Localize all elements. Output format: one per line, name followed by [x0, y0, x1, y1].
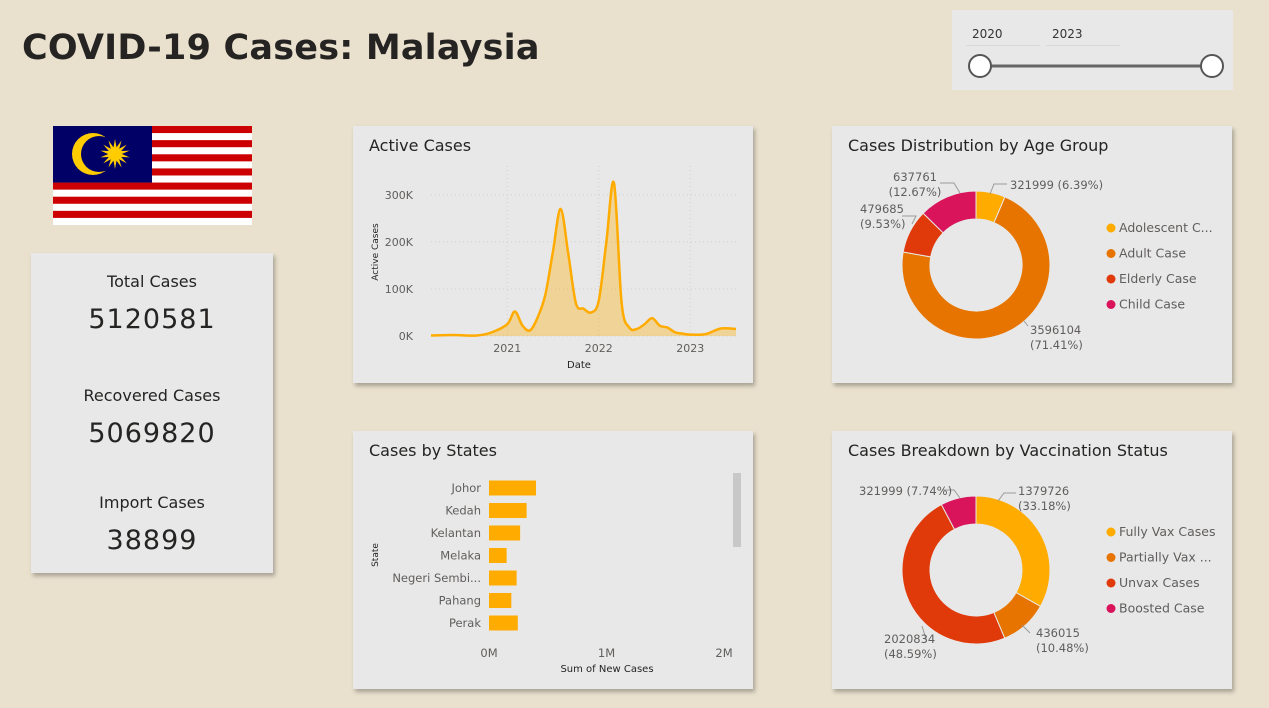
donut-data-label: 321999 (6.39%) — [1010, 178, 1103, 192]
legend-marker — [1106, 553, 1116, 562]
y-tick-label: 100K — [385, 283, 414, 296]
total-cases-value: 5120581 — [88, 304, 216, 335]
y-axis-label: Active Cases — [371, 223, 381, 281]
state-bar — [489, 593, 512, 608]
state-label: Melaka — [440, 549, 481, 563]
state-label: Johor — [451, 481, 482, 495]
legend-marker — [1106, 223, 1116, 233]
start-year-input[interactable]: 2020 — [966, 24, 1040, 46]
donut-data-label-value: 479685 — [860, 202, 904, 216]
legend-marker — [1106, 300, 1116, 309]
legend-marker — [1106, 527, 1116, 537]
state-label: Negeri Sembi... — [392, 571, 481, 585]
active-cases-line — [430, 180, 737, 337]
year-range-slicer[interactable]: 2020 2023 — [952, 10, 1233, 90]
state-label: Perak — [449, 616, 481, 630]
state-bar — [489, 503, 527, 518]
x-tick-label: 2021 — [493, 342, 521, 355]
x-tick-label: 2M — [715, 646, 732, 660]
donut-slice — [940, 495, 977, 531]
page-title: COVID-19 Cases: Malaysia — [22, 28, 540, 68]
active-cases-panel[interactable]: Active Cases 0K 100K 200K 300K 2021 2022 2023 D… — [353, 126, 753, 383]
states-title: Cases by States — [369, 441, 497, 460]
donut-leader-line — [940, 182, 961, 194]
donut-data-label-pct: (12.67%) — [889, 185, 942, 199]
y-axis-label: State — [371, 543, 381, 567]
legend-label: Partially Vax ... — [1119, 550, 1212, 565]
x-tick-label: 2023 — [676, 342, 704, 355]
states-bar-chart[interactable]: Johor Kedah Kelantan Melaka Negeri Sembi... P… — [353, 431, 753, 689]
x-tick-label: 1M — [598, 646, 615, 660]
slider-start-handle[interactable] — [968, 54, 992, 78]
legend-label: Unvax Cases — [1119, 575, 1200, 590]
x-axis-label: Sum of New Cases — [560, 664, 653, 675]
x-axis-label: Date — [567, 360, 591, 371]
age-group-title: Cases Distribution by Age Group — [848, 136, 1109, 155]
donut-data-label-value: 436015 — [1036, 626, 1080, 640]
import-cases-label: Import Cases — [99, 493, 205, 512]
vaccination-donut-chart[interactable]: 1379726(33.18%) Fully Vax Cases 436015(10.… — [832, 431, 1232, 689]
legend-marker — [1106, 578, 1116, 588]
donut-leader-line — [902, 215, 917, 225]
donut-leader-line — [921, 625, 927, 640]
age-group-donut-chart[interactable]: 321999 (6.39%) Adolescent C... 3596104(71.… — [832, 126, 1232, 383]
donut-slice — [901, 503, 1006, 645]
age-group-panel[interactable]: Cases Distribution by Age Group 321999 (… — [832, 126, 1232, 383]
states-panel[interactable]: Cases by States Johor Kedah Kelantan Melaka… — [353, 431, 753, 689]
state-label: Pahang — [439, 594, 481, 608]
legend-label: Elderly Case — [1119, 271, 1197, 286]
slider-end-handle[interactable] — [1200, 54, 1224, 78]
malaysia-flag-icon — [53, 126, 252, 225]
donut-leader-line — [1021, 624, 1031, 634]
donut-leader-line — [1023, 320, 1029, 327]
kpi-card: Total Cases 5120581 Recovered Cases 5069… — [31, 253, 273, 573]
vaccination-panel[interactable]: Cases Breakdown by Vaccination Status 13… — [832, 431, 1232, 689]
state-bar — [489, 480, 536, 496]
state-bar — [489, 548, 507, 563]
donut-data-label-pct: (48.59%) — [884, 647, 937, 661]
legend-label: Child Case — [1119, 297, 1185, 312]
state-bar — [489, 570, 517, 586]
legend-label: Adolescent C... — [1119, 220, 1213, 235]
donut-data-label-value: 1379726 — [1018, 484, 1069, 498]
donut-data-label-value: 637761 — [893, 170, 937, 184]
donut-leader-line — [997, 492, 1016, 502]
donut-leader-line — [989, 183, 1007, 195]
x-tick-label: 0M — [480, 646, 497, 660]
end-year-input[interactable]: 2023 — [1046, 24, 1120, 46]
import-cases-value: 38899 — [106, 525, 198, 556]
donut-slice — [975, 495, 1051, 608]
state-label: Kelantan — [431, 526, 481, 540]
donut-leader-line — [942, 489, 961, 499]
scrollbar-thumb[interactable] — [733, 473, 741, 547]
active-cases-title: Active Cases — [369, 136, 472, 155]
recovered-cases-label: Recovered Cases — [83, 386, 221, 405]
y-tick-label: 200K — [385, 236, 414, 249]
state-bar — [489, 615, 518, 631]
recovered-cases-value: 5069820 — [88, 418, 216, 449]
donut-data-label: 321999 (7.74%) — [859, 484, 952, 498]
donut-data-label-pct: (33.18%) — [1018, 499, 1071, 513]
donut-data-label-pct: (10.48%) — [1036, 641, 1089, 655]
total-cases-label: Total Cases — [107, 272, 197, 291]
state-bar — [489, 525, 521, 541]
x-tick-label: 2022 — [585, 342, 613, 355]
donut-data-label-pct: (71.41%) — [1030, 338, 1083, 352]
donut-data-label-value: 2020834 — [884, 632, 935, 646]
legend-marker — [1106, 274, 1116, 284]
y-tick-label: 300K — [385, 189, 414, 202]
donut-data-label-value: 3596104 — [1030, 323, 1081, 337]
state-label: Kedah — [445, 504, 481, 518]
legend-marker — [1106, 604, 1116, 613]
donut-slice — [922, 190, 977, 234]
legend-marker — [1106, 249, 1116, 258]
legend-label: Adult Case — [1119, 246, 1186, 261]
y-tick-label: 0K — [399, 330, 414, 343]
active-cases-chart[interactable]: 0K 100K 200K 300K 2021 2022 2023 Date Active Cas… — [353, 126, 753, 383]
donut-data-label-pct: (9.53%) — [860, 217, 906, 231]
vaccination-title: Cases Breakdown by Vaccination Status — [848, 441, 1168, 460]
donut-slice — [901, 196, 1051, 340]
legend-label: Boosted Case — [1119, 601, 1205, 616]
legend-label: Fully Vax Cases — [1119, 524, 1215, 539]
